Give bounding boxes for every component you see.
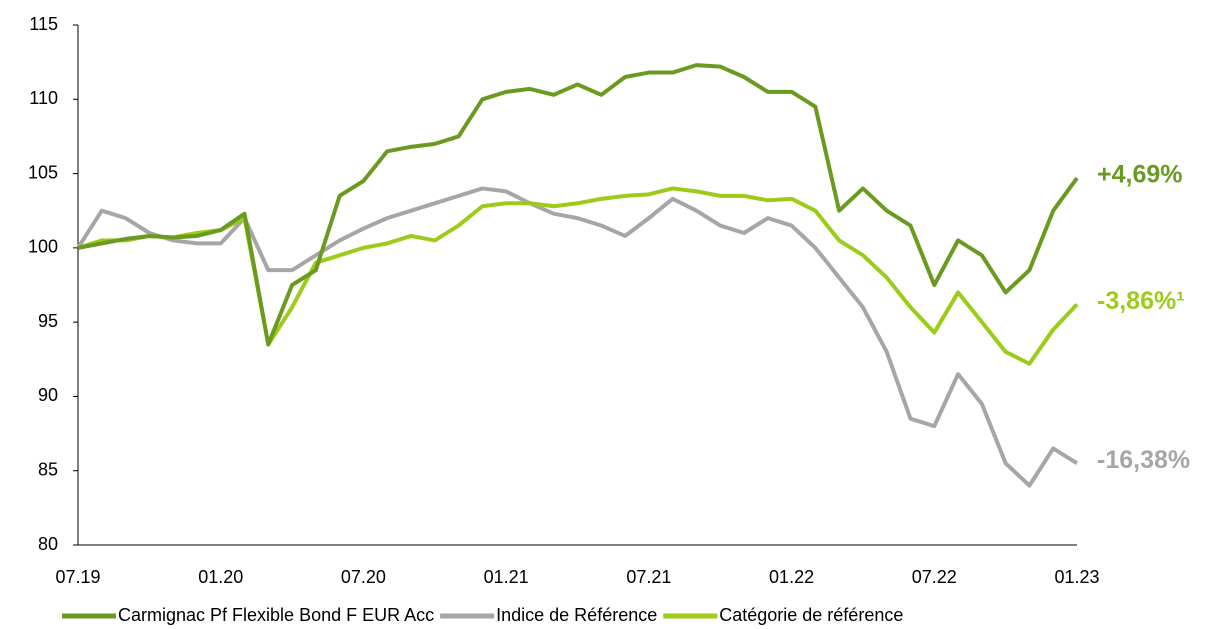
legend-label: Carmignac Pf Flexible Bond F EUR Acc — [118, 605, 434, 625]
y-tick-label: 105 — [28, 162, 58, 182]
end-label: -16,38% — [1097, 446, 1190, 474]
x-tick-label: 07.20 — [341, 567, 386, 587]
end-label: -3,86%¹ — [1097, 287, 1185, 315]
x-tick-label: 07.21 — [626, 567, 671, 587]
y-tick-label: 110 — [29, 88, 58, 108]
legend-label: Catégorie de référence — [719, 605, 903, 625]
end-label: +4,69% — [1097, 161, 1183, 189]
x-tick-label: 07.19 — [55, 567, 100, 587]
series-line — [76, 186, 1079, 488]
legend-label: Indice de Référence — [496, 605, 657, 625]
x-tick-label: 01.23 — [1054, 567, 1099, 587]
y-tick-label: 90 — [38, 385, 58, 405]
y-tick-label: 95 — [38, 311, 58, 331]
x-tick-label: 01.22 — [769, 567, 814, 587]
series-line — [77, 63, 1079, 347]
x-tick-label: 07.22 — [912, 567, 957, 587]
y-tick-label: 80 — [38, 534, 58, 554]
y-tick-label: 115 — [29, 14, 58, 34]
series-line — [77, 186, 1079, 366]
x-tick-label: 01.20 — [198, 567, 243, 587]
x-tick-label: 01.21 — [484, 567, 529, 587]
y-tick-label: 85 — [38, 459, 58, 479]
y-tick-label: 100 — [28, 237, 58, 257]
